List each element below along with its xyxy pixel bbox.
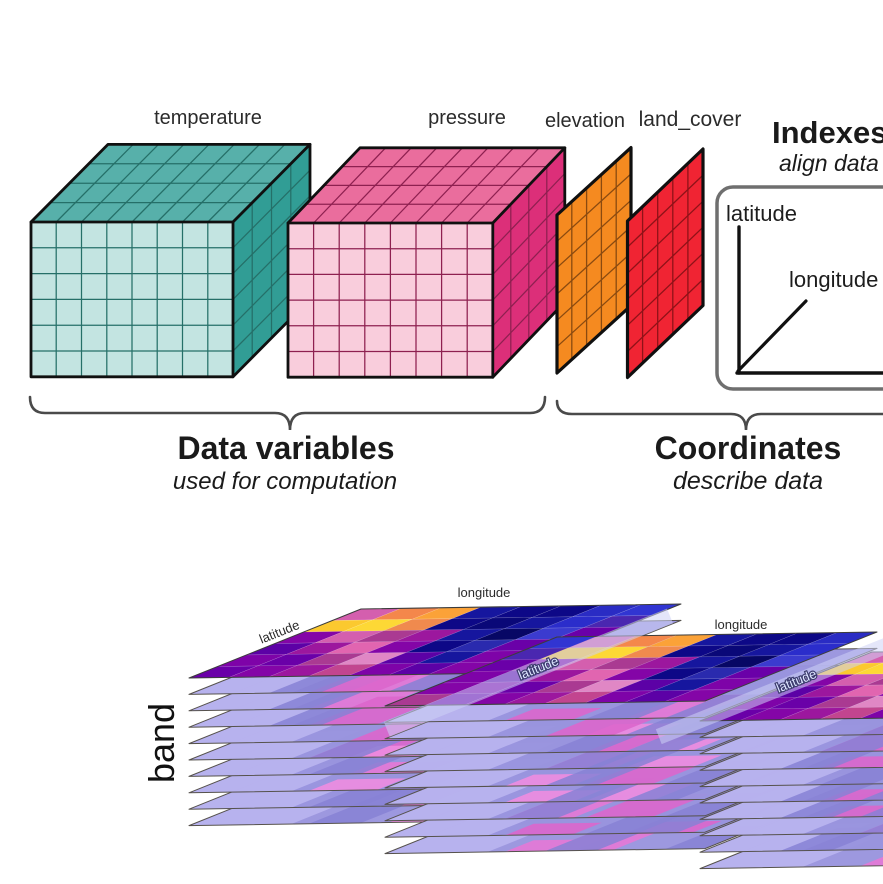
svg-text:land_cover: land_cover xyxy=(639,108,742,131)
svg-text:elevation: elevation xyxy=(545,110,625,132)
svg-text:longitude: longitude xyxy=(789,267,878,292)
svg-text:Data variables: Data variables xyxy=(177,430,394,466)
svg-text:pressure: pressure xyxy=(428,107,506,129)
svg-text:Indexes: Indexes xyxy=(772,115,883,150)
svg-text:longitude: longitude xyxy=(458,585,511,600)
svg-text:latitude: latitude xyxy=(726,201,797,226)
svg-text:Coordinates: Coordinates xyxy=(655,430,842,466)
svg-text:align data: align data xyxy=(779,150,879,176)
svg-text:temperature: temperature xyxy=(154,107,262,129)
svg-text:used for computation: used for computation xyxy=(173,468,397,495)
svg-text:band: band xyxy=(141,703,182,783)
svg-text:describe data: describe data xyxy=(673,467,823,495)
svg-text:longitude: longitude xyxy=(715,617,768,632)
